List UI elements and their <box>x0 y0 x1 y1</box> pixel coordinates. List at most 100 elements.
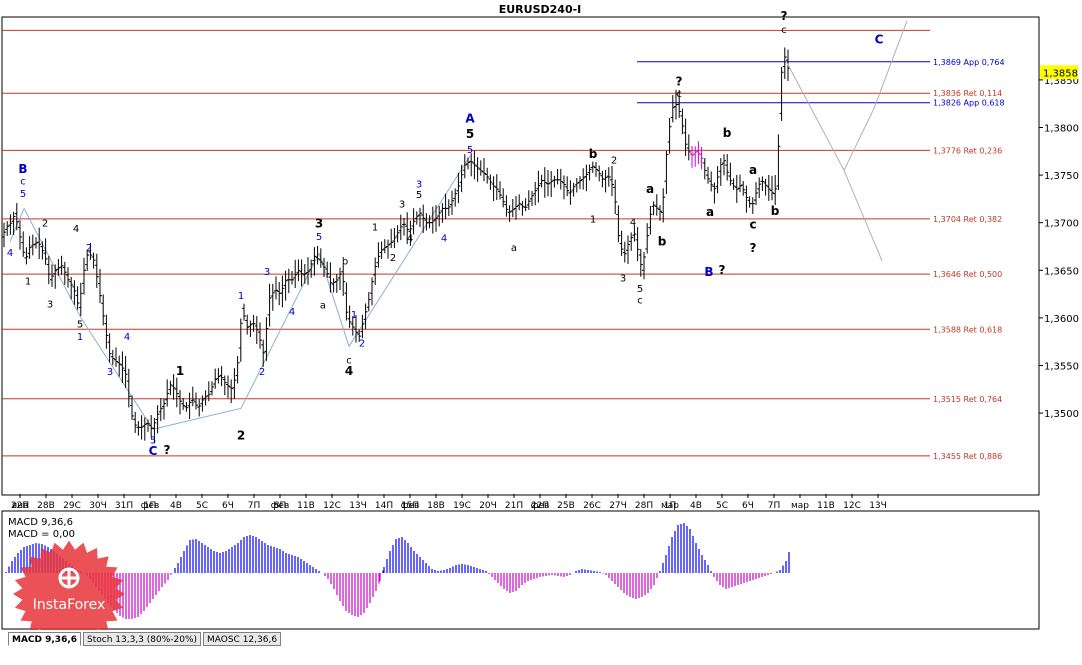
y-tick-label-1: 1,3800 <box>1044 123 1079 134</box>
logo-badge <box>13 540 125 648</box>
projection-line-1 <box>843 20 908 171</box>
x-tick-label-19: 21П <box>505 501 523 511</box>
x-tick-label-7: 5С <box>196 501 208 511</box>
wave-label-36: 4 <box>441 234 447 245</box>
y-tick-label-3: 1,3700 <box>1044 219 1079 230</box>
wave-label-39: 5 <box>467 145 473 156</box>
indicator-title: MACD 9,36,6 <box>8 517 73 528</box>
wave-segment-4 <box>240 252 320 409</box>
indicator-tabs: MACD 9,36,6 Stoch 13,3,3 (80%-20%) MAOSC 1… <box>0 630 1082 661</box>
x-tick-label-33: 13Ч <box>869 501 887 511</box>
level-label-2: 1,3826 App 0,618 <box>933 99 1005 108</box>
wave-label-31: 2 <box>390 253 396 264</box>
wave-label-41: b <box>589 147 598 161</box>
wave-label-48: a <box>646 182 654 196</box>
wave-label-3: 4 <box>7 248 13 259</box>
wave-label-45: 4 <box>630 218 636 229</box>
indicator-plot-frame <box>1 510 1040 630</box>
x-tick-prefix-0: 22П <box>11 501 29 511</box>
wave-label-25: a <box>320 300 326 311</box>
wave-label-26: 1 <box>351 310 357 321</box>
indicator-value: MACD = 0,00 <box>8 529 75 540</box>
wave-label-15: ? <box>164 443 171 457</box>
chart-title: EURUSD240-I <box>499 3 582 16</box>
price-axis: 1,3850 1,3800 1,3750 1,3700 1,3650 1,3600 1,35… <box>1039 76 1079 420</box>
wave-label-61: c <box>781 25 787 36</box>
x-tick-label-20: фев <box>531 501 550 511</box>
y-tick-label-0: 1,3850 <box>1044 76 1079 87</box>
level-label-3: 1,3776 Ret 0,236 <box>933 146 1002 155</box>
x-tick-label-30: мар <box>791 501 809 511</box>
level-label-7: 1,3515 Ret 0,764 <box>933 395 1002 404</box>
x-tick-label-29: 7П <box>768 501 781 511</box>
x-tick-label-24: 28П <box>635 501 653 511</box>
wave-label-4: 1 <box>25 277 31 288</box>
wave-label-22: 3 <box>315 216 323 230</box>
y-tick-label-5: 1,3600 <box>1044 314 1079 325</box>
main-plot-frame <box>1 16 1040 496</box>
wave-label-33: 3 <box>416 179 422 190</box>
x-tick-label-5: фев <box>141 501 160 511</box>
wave-label-57: c <box>749 217 756 231</box>
y-tick-label-2: 1,3750 <box>1044 171 1079 182</box>
x-tick-label-1: 28В <box>37 501 55 511</box>
wave-label-49: b <box>658 235 667 249</box>
wave-label-16: 1 <box>176 364 184 378</box>
tab-2[interactable]: MAOSC 12,36,6 <box>203 632 282 646</box>
wave-label-42: 2 <box>611 156 617 167</box>
wave-label-27: c <box>346 356 352 367</box>
wave-label-28: 4 <box>345 364 353 378</box>
tab-1[interactable]: Stoch 13,3,3 (80%-20%) <box>83 632 202 646</box>
x-tick-label-32: 12С <box>843 501 861 511</box>
x-tick-label-25: мар <box>661 501 679 511</box>
level-label-1: 1,3836 Ret 0,114 <box>933 89 1002 98</box>
x-tick-label-27: 5С <box>716 501 728 511</box>
y-tick-label-4: 1,3650 <box>1044 266 1079 277</box>
x-tick-label-12: 12С <box>323 501 341 511</box>
wave-label-46: 5 <box>637 284 643 295</box>
wave-label-50: ? <box>676 75 683 89</box>
wave-label-12: 4 <box>124 332 130 343</box>
wave-lines <box>9 155 471 430</box>
x-tick-label-8: 6Ч <box>222 501 234 511</box>
price-tag-background <box>1040 65 1078 80</box>
wave-label-53: a <box>706 205 714 219</box>
x-tick-label-28: 6Ч <box>742 501 754 511</box>
wave-label-6: 3 <box>47 299 53 310</box>
wave-label-55: ? <box>719 263 726 277</box>
wave-segment-6 <box>348 155 471 347</box>
wave-label-35: 4 <box>407 234 413 245</box>
wave-segment-1 <box>23 208 82 319</box>
logo-text: InstaForex <box>33 597 106 613</box>
wave-label-29: 2 <box>359 338 365 349</box>
wave-label-10: 2 <box>86 243 92 254</box>
wave-label-17: 2 <box>237 429 245 443</box>
wave-label-0: B <box>18 162 27 176</box>
wave-label-2: 5 <box>20 189 26 200</box>
x-tick-label-13: 13Ч <box>349 501 367 511</box>
wave-label-8: 5 <box>77 319 83 330</box>
x-tick-label-0: янв <box>12 501 29 511</box>
level-label-5: 1,3646 Ret 0,500 <box>933 270 1002 279</box>
y-tick-label-7: 1,3500 <box>1044 409 1079 420</box>
wave-label-54: B <box>704 265 713 279</box>
x-tick-label-21: 25В <box>557 501 575 511</box>
wave-label-34: 5 <box>416 190 422 201</box>
level-label-8: 1,3455 Ret 0,886 <box>933 452 1002 461</box>
x-tick-label-6: 4В <box>170 501 182 511</box>
wave-label-37: A <box>465 112 475 126</box>
wave-label-43: 1 <box>590 215 596 226</box>
level-label-6: 1,3588 Ret 0,618 <box>933 325 1002 334</box>
wave-label-23: 5 <box>316 232 322 243</box>
level-label-0: 1,3869 App 0,764 <box>933 58 1005 67</box>
wave-label-60: ? <box>781 9 788 23</box>
wave-label-59: ? <box>750 241 757 255</box>
x-tick-label-9: 7П <box>248 501 261 511</box>
x-tick-label-18: 20Ч <box>479 501 497 511</box>
wave-label-40: a <box>511 243 517 254</box>
wave-label-13: 5 <box>150 436 156 447</box>
tab-0[interactable]: MACD 9,36,6 <box>8 632 82 646</box>
